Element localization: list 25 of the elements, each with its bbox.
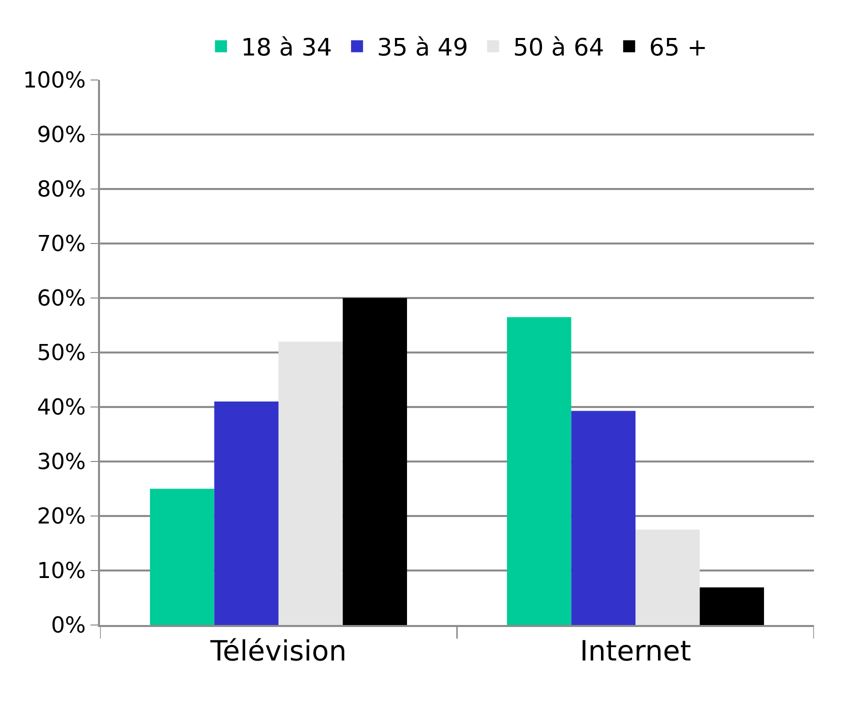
bar [506,317,572,625]
y-tick-label: 80% [36,178,86,203]
bar [342,298,408,625]
y-tick-label: 70% [36,232,86,258]
y-tick-label: 0% [50,614,86,639]
y-tick-label: 60% [36,286,86,312]
bar [278,342,343,625]
bar [150,488,214,625]
legend-label: 50 à 64 [513,34,604,62]
y-tick-label: 10% [36,559,86,584]
y-tick-label: 20% [36,504,86,530]
bar [636,530,700,625]
legend-label: 18 à 34 [241,34,332,62]
y-tick-label: 90% [36,123,86,148]
legend-label: 35 à 49 [377,34,468,62]
bar [571,410,636,625]
bar [700,587,764,625]
y-tick-label: 100% [22,68,86,94]
x-tick-label: Internet [580,634,692,668]
y-tick-label: 40% [36,396,86,421]
bar [214,402,278,625]
y-tick-label: 30% [36,450,86,476]
y-tick-label: 50% [36,341,86,366]
x-tick-label: Télévision [209,634,347,668]
legend-label: 65 + [649,34,708,62]
